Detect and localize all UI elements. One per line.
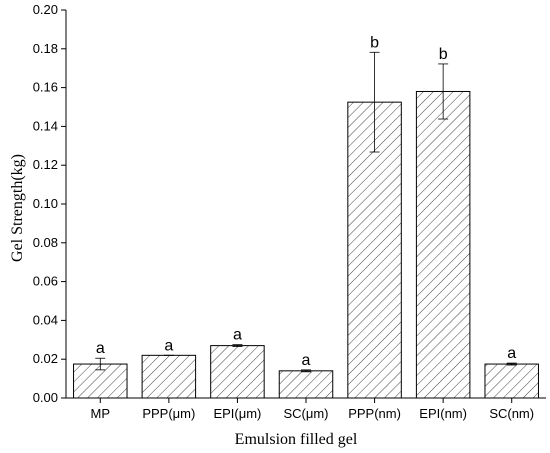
significance-label-1: a: [164, 337, 173, 354]
significance-label-2: a: [233, 327, 242, 344]
error-bar-2: [232, 344, 243, 347]
error-bars-layer: [95, 51, 517, 373]
significance-label-3: a: [302, 352, 311, 369]
y-tick-label-5: 0.10: [33, 196, 58, 211]
x-tick-label-2: EPI(μm): [213, 406, 261, 421]
bar-5: [415, 90, 471, 399]
y-tick-label-10: 0.20: [33, 2, 58, 17]
significance-label-5: b: [439, 46, 448, 63]
bar-6: [484, 363, 539, 399]
x-tick-label-6: SC(nm): [489, 406, 534, 421]
error-bar-6: [506, 362, 517, 366]
error-bar-4: [369, 51, 380, 153]
y-tick-label-2: 0.04: [33, 312, 58, 327]
x-tick-label-1: PPP(μm): [142, 406, 195, 421]
y-tick-label-8: 0.16: [33, 80, 58, 95]
y-tick-label-6: 0.12: [33, 157, 58, 172]
bar-3: [278, 370, 334, 399]
error-bar-3: [301, 369, 311, 373]
x-tick-label-3: SC(μm): [283, 406, 328, 421]
significance-label-4: b: [370, 34, 379, 51]
significance-label-6: a: [507, 345, 516, 362]
error-bar-5: [438, 63, 449, 120]
y-tick-label-4: 0.08: [33, 235, 58, 250]
y-axis-title: Gel Strength(kg): [9, 154, 26, 262]
axes-layer: 0.00 0.02 0.04 0.06 0.08 0.10 0.12 0.14 0.16 0.18…: [33, 2, 546, 421]
x-tick-label-4: PPP(nm): [348, 406, 401, 421]
bar-1: [141, 354, 197, 399]
y-tick-label-1: 0.02: [33, 351, 58, 366]
x-tick-label-5: EPI(nm): [419, 406, 467, 421]
significance-label-0: a: [96, 340, 105, 357]
x-axis-title: Emulsion filled gel: [235, 431, 358, 448]
y-tick-label-0: 0.00: [33, 390, 58, 405]
y-tick-label-7: 0.14: [33, 118, 58, 133]
y-tick-label-9: 0.18: [33, 41, 58, 56]
bars-layer: [73, 90, 539, 399]
error-bar-0: [95, 357, 106, 371]
bar-2: [210, 345, 265, 399]
x-tick-label-0: MP: [91, 406, 111, 421]
significance-labels-layer: a a a a b b a: [96, 34, 516, 369]
y-tick-label-3: 0.06: [33, 274, 58, 289]
